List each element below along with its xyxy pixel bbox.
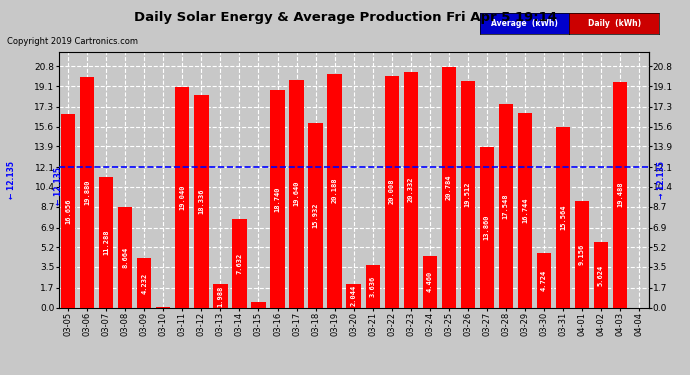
Text: 4.460: 4.460 [426, 271, 433, 292]
Text: 16.744: 16.744 [522, 198, 528, 223]
Bar [251, 302, 266, 307]
Text: 5.624: 5.624 [598, 264, 604, 285]
Text: 20.332: 20.332 [408, 177, 414, 203]
Text: ← 12.135: ← 12.135 [54, 167, 63, 205]
Text: 4.232: 4.232 [141, 272, 147, 294]
Text: 18.336: 18.336 [199, 189, 204, 214]
Text: 17.548: 17.548 [503, 193, 509, 219]
Bar [289, 80, 304, 308]
Bar [328, 74, 342, 308]
Bar [499, 104, 513, 308]
Bar [461, 81, 475, 308]
Bar [594, 242, 608, 308]
Text: Daily Solar Energy & Average Production Fri Apr 5 19:14: Daily Solar Energy & Average Production … [133, 11, 557, 24]
Text: 18.740: 18.740 [275, 186, 281, 211]
Text: 15.932: 15.932 [313, 202, 319, 228]
Text: 20.008: 20.008 [388, 179, 395, 204]
Text: 19.040: 19.040 [179, 184, 186, 210]
Text: ← 12.135: ← 12.135 [7, 161, 16, 199]
Bar [346, 284, 361, 308]
Bar [175, 87, 190, 308]
Text: → 12.135: → 12.135 [657, 161, 666, 199]
Bar [195, 95, 208, 308]
Text: 3.636: 3.636 [370, 276, 375, 297]
Bar [422, 256, 437, 308]
Bar [537, 253, 551, 308]
Bar [99, 177, 113, 308]
Text: 19.640: 19.640 [293, 181, 299, 206]
Text: 1.988: 1.988 [217, 285, 224, 307]
Bar [308, 123, 323, 308]
Text: Daily  (kWh): Daily (kWh) [588, 19, 640, 28]
Text: Copyright 2019 Cartronics.com: Copyright 2019 Cartronics.com [7, 38, 138, 46]
Bar [404, 72, 418, 308]
Bar [575, 201, 589, 308]
Text: 13.860: 13.860 [484, 214, 490, 240]
Text: 2.044: 2.044 [351, 285, 357, 306]
Bar [80, 77, 95, 308]
Text: 19.880: 19.880 [84, 180, 90, 205]
Bar [137, 258, 151, 308]
Text: 7.632: 7.632 [237, 253, 242, 274]
Bar [480, 147, 494, 308]
Bar [213, 285, 228, 308]
Text: 11.288: 11.288 [104, 230, 109, 255]
Bar [442, 67, 456, 308]
Bar [384, 76, 399, 307]
Text: Average  (kWh): Average (kWh) [491, 19, 558, 28]
Text: 15.564: 15.564 [560, 204, 566, 230]
Bar [366, 266, 380, 308]
Bar [118, 207, 132, 308]
Bar [233, 219, 246, 308]
Text: 16.656: 16.656 [65, 198, 71, 224]
Bar [613, 82, 627, 308]
Text: 20.188: 20.188 [332, 178, 337, 203]
Text: 8.664: 8.664 [122, 247, 128, 268]
Text: 9.156: 9.156 [579, 244, 585, 265]
Bar [270, 90, 285, 308]
Text: 20.784: 20.784 [446, 174, 452, 200]
Bar [556, 127, 570, 308]
Text: 4.724: 4.724 [541, 270, 547, 291]
Text: 19.488: 19.488 [617, 182, 623, 207]
Bar [61, 114, 75, 308]
Bar [518, 113, 532, 308]
Text: 19.512: 19.512 [465, 182, 471, 207]
